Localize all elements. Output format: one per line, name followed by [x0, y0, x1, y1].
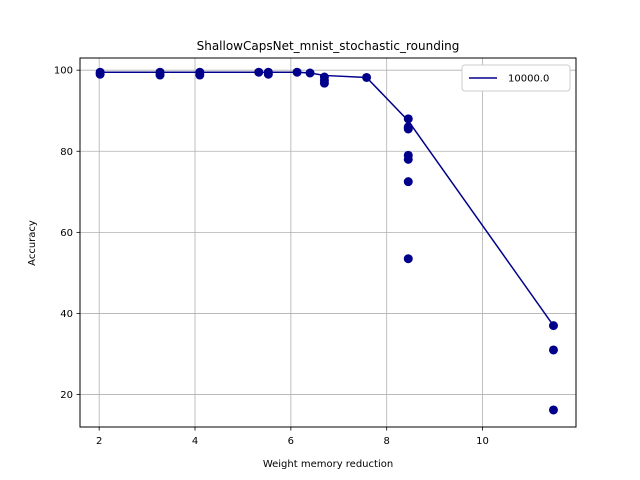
data-point [263, 69, 273, 79]
legend: 10000.0 [461, 64, 571, 92]
legend-box [461, 64, 571, 92]
data-point [403, 254, 413, 264]
data-point [362, 72, 372, 82]
y-tick-label: 80 [60, 147, 73, 158]
data-point [403, 124, 413, 134]
plot-frame [79, 57, 577, 428]
data-point [403, 154, 413, 164]
x-tick-label: 6 [288, 436, 294, 447]
data-point [548, 345, 558, 355]
y-axis-label: Accuracy [27, 220, 38, 266]
data-point [292, 67, 302, 77]
data-point [403, 177, 413, 187]
data-point [319, 78, 329, 88]
x-tick-label: 4 [192, 436, 198, 447]
y-tick-label: 40 [60, 309, 73, 320]
data-point [95, 69, 105, 79]
data-point [254, 67, 264, 77]
y-tick-label: 20 [60, 390, 73, 401]
x-axis-label: Weight memory reduction [263, 459, 393, 470]
data-point [155, 70, 165, 80]
legend-entry-label: 10000.0 [508, 74, 549, 85]
x-tick-label: 10 [476, 436, 489, 447]
x-tick-label: 8 [384, 436, 390, 447]
y-axis-ticks: 20 40 60 80 100 [54, 66, 80, 401]
data-point [305, 68, 315, 78]
data-point [195, 70, 205, 80]
x-tick-label: 2 [96, 436, 102, 447]
chart-title: ShallowCapsNet_mnist_stochastic_rounding [197, 39, 460, 53]
x-axis-ticks: 2 4 6 8 10 [96, 427, 489, 447]
data-point [548, 321, 558, 331]
plot-content [95, 67, 558, 415]
data-point [548, 405, 558, 415]
y-tick-label: 100 [54, 66, 73, 77]
plot-area [80, 58, 576, 427]
data-point [403, 114, 413, 124]
y-tick-label: 60 [60, 228, 73, 239]
